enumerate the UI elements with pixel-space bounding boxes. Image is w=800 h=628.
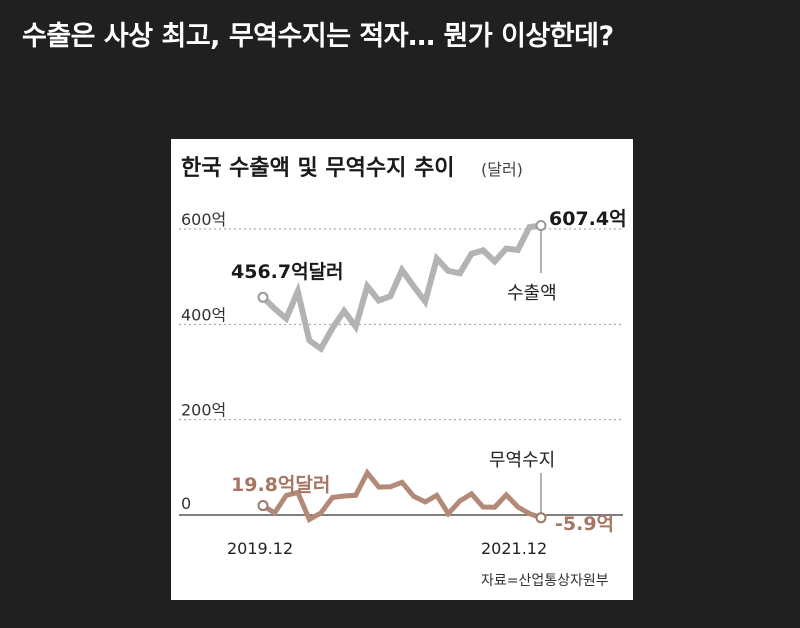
trade-balance-end-label: -5.9억 [555, 513, 614, 535]
source-note: 자료=산업통상자원부 [481, 573, 609, 589]
exports-start-label: 456.7억달러 [231, 261, 344, 283]
chart-unit: (달러) [481, 160, 523, 179]
trade-balance-series-label: 무역수지 [489, 450, 555, 471]
y-tick-label: 600억 [181, 210, 226, 229]
chart-card: 한국 수출액 및 무역수지 추이 (달러) 600억 400억 200억 0 456.… [171, 139, 633, 600]
series-point-marker [257, 291, 269, 303]
end-markers [257, 219, 547, 524]
grid-lines [179, 228, 623, 516]
chart-title: 한국 수출액 및 무역수지 추이 [181, 156, 455, 181]
y-tick-label: 0 [181, 494, 191, 513]
trade-balance-start-label: 19.8억달러 [231, 474, 330, 496]
x-start-date-label: 2019.12 [227, 539, 293, 558]
y-tick-labels: 600억 400억 200억 0 [181, 210, 226, 513]
series-point-marker [257, 500, 269, 512]
series-line-exports [260, 222, 542, 353]
exports-end-label: 607.4억 [549, 208, 627, 230]
trade-chart: 한국 수출액 및 무역수지 추이 (달러) 600억 400억 200억 0 456.… [179, 156, 627, 589]
headline: 수출은 사상 최고, 무역수지는 적자… 뭔가 이상한데? [22, 21, 614, 52]
series-point-marker [535, 219, 547, 231]
series-point-marker [535, 512, 547, 524]
series-line-trade-balance [261, 468, 542, 524]
y-tick-label: 400억 [181, 305, 226, 324]
y-tick-label: 200억 [181, 401, 226, 420]
exports-series-label: 수출액 [507, 283, 557, 304]
x-end-date-label: 2021.12 [481, 539, 547, 558]
